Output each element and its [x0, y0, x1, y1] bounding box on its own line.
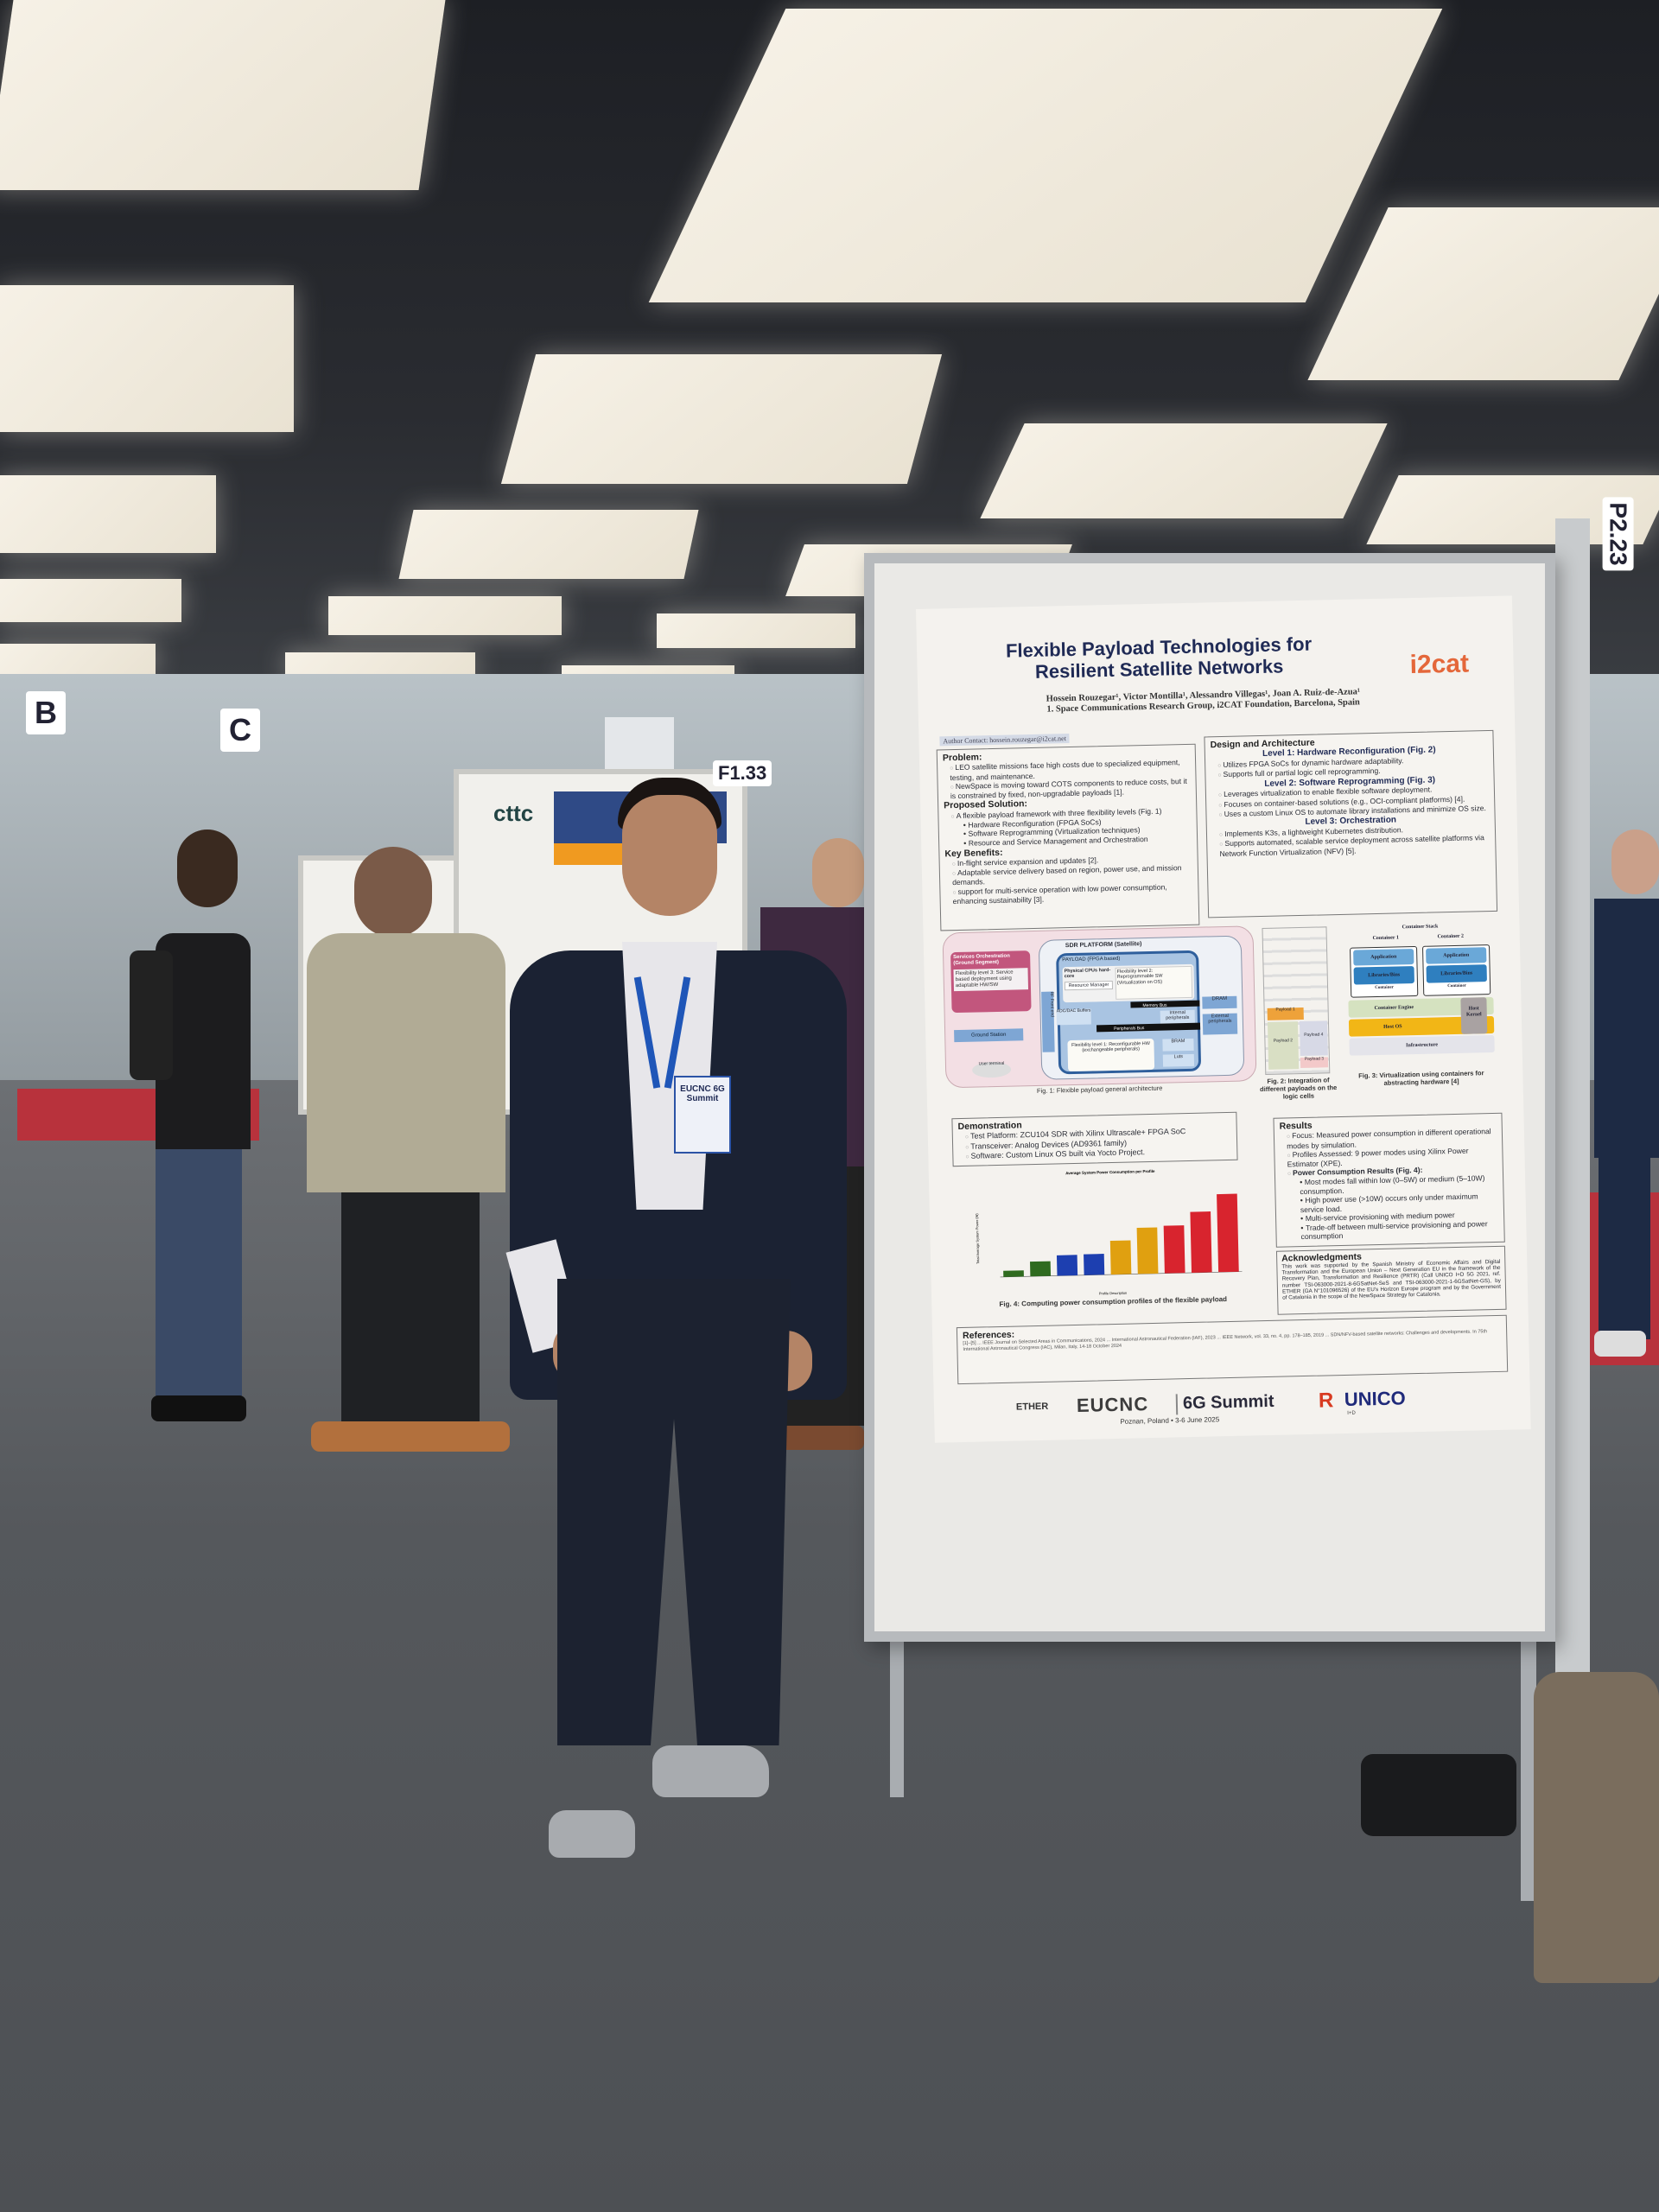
libraries-block: Libraries/Bins: [1353, 966, 1414, 985]
i2cat-logo: i2cat: [1409, 649, 1470, 680]
ceiling-light: [500, 354, 943, 484]
ether-logo: ETHER: [1015, 1401, 1049, 1413]
bar: [1163, 1225, 1185, 1274]
external-peripherals: External peripherals: [1202, 1013, 1238, 1035]
kernel-block: Host Kernel: [1460, 997, 1488, 1034]
cpus-label: Physical CPUs hard-core: [1064, 967, 1111, 980]
references-section: References: [1]–[5] ... IEEE Journal on …: [956, 1314, 1509, 1385]
container2-label: Container 2: [1437, 933, 1465, 940]
ceiling-light: [648, 9, 1443, 302]
ceiling-light: [0, 644, 156, 674]
person-curly-hair: [130, 830, 276, 1434]
infra-block: Infrastructure: [1349, 1034, 1495, 1056]
application-block: Application: [1353, 949, 1414, 966]
presenter: EUCNC 6G Summit: [501, 778, 864, 1953]
ceiling-light: [980, 423, 1388, 518]
ceiling-light: [0, 285, 294, 432]
ground-station: Ground Station: [954, 1028, 1024, 1043]
ceiling-light: [0, 579, 181, 622]
problem-section: Problem: LEO satellite missions face hig…: [936, 743, 1200, 931]
ceiling-light: [0, 0, 446, 190]
cttc-logo: cttc: [493, 800, 534, 826]
ceiling-light: [0, 475, 216, 553]
acknowledgments-text: This work was supported by the Spanish M…: [1281, 1259, 1502, 1301]
orchestration-box: Services Orchestration (Ground Segment) F…: [950, 950, 1032, 1014]
user-terminal: User terminal: [971, 1061, 1012, 1078]
name-badge: EUCNC 6G Summit: [674, 1076, 731, 1154]
demonstration-section: Demonstration Test Platform: ZCU104 SDR …: [951, 1111, 1238, 1167]
bram-box: BRAM: [1162, 1038, 1194, 1052]
board-leg: [1521, 1624, 1536, 1901]
bar: [1109, 1240, 1132, 1275]
sign-b: B: [26, 691, 66, 734]
rf-front-end: RF Front end: [1041, 991, 1055, 1052]
flex2-box: Flexibility level 2: Reprogrammable SW (…: [1115, 965, 1193, 1000]
bar: [1084, 1254, 1105, 1275]
6g-summit-logo: 6G Summit: [1175, 1391, 1274, 1414]
payload-block: Payload 1: [1267, 1007, 1304, 1020]
libraries-block: Libraries/Bins: [1426, 964, 1487, 983]
bar: [1217, 1193, 1239, 1273]
sign-c: C: [220, 709, 260, 752]
left-sneaker: [549, 1810, 635, 1858]
ceiling-light: [328, 596, 562, 635]
tr-logo: R: [1318, 1389, 1334, 1413]
bar: [1003, 1270, 1024, 1277]
payload-block: Payload 4: [1299, 1020, 1328, 1057]
board-number: F1.33: [713, 760, 772, 786]
person-grey-jacket: [307, 847, 531, 1469]
flex3-box: Flexibility level 3: Service based deplo…: [953, 968, 1029, 992]
stack-title: Container Stack: [1402, 924, 1439, 931]
application-block: Application: [1426, 947, 1487, 964]
resource-manager-box: Resource Manager: [1064, 980, 1114, 991]
bar: [1136, 1227, 1159, 1274]
board-leg: [890, 1624, 904, 1797]
unico-logo: UNICO: [1344, 1387, 1407, 1410]
payload-block: Payload 3: [1300, 1056, 1329, 1069]
poster-authors: Hossein Rouzegar¹, Victor Montilla¹, Ale…: [1004, 686, 1402, 716]
person-right-edge: [1594, 830, 1659, 1382]
chart-title: Average System Power Consumption per Pro…: [1065, 1169, 1155, 1175]
board-side-panel: [1555, 518, 1590, 1901]
payload-block: Payload 2: [1267, 1021, 1300, 1070]
ceiling-light: [398, 510, 699, 579]
architecture-diagram: Services Orchestration (Ground Segment) F…: [942, 925, 1257, 1089]
fpga-logic-diagram: Payload 1 Payload 2 Payload 3 Payload 4: [1262, 926, 1331, 1075]
dram-box: DRAM: [1202, 995, 1237, 1009]
research-poster: Flexible Payload Technologies for Resili…: [916, 595, 1531, 1443]
ceiling-light: [657, 613, 855, 648]
results-section: Results Focus: Measured power consumptio…: [1273, 1112, 1505, 1248]
fig2-caption: Fig. 2: Integration of different payload…: [1260, 1076, 1338, 1101]
face: [622, 795, 717, 916]
author-contact: Author Contact: hossein.rouzegar@i2cat.n…: [939, 734, 1071, 747]
flex1-box: Flexibility level 1: Reconfigurable HW (…: [1067, 1038, 1155, 1072]
chart-ylabel: Total Average System Power (W): [975, 1213, 980, 1264]
bar: [1056, 1255, 1078, 1276]
bar: [1030, 1261, 1052, 1277]
backpack: [1534, 1672, 1659, 1983]
container-stack-diagram: Container Stack Container 1 Container 2 …: [1342, 923, 1497, 1069]
poster-title: Flexible Payload Technologies for Resili…: [917, 631, 1402, 685]
adc-box: ADC/DAC Buffers: [1056, 1008, 1091, 1026]
eucnc-logo: EUCNC: [1076, 1393, 1149, 1417]
container1-label: Container 1: [1372, 935, 1400, 942]
design-section: Design and Architecture Level 1: Hardwar…: [1204, 729, 1498, 918]
unico-sub: I+D: [1347, 1410, 1356, 1416]
event-location: Poznan, Poland • 3-6 June 2025: [1120, 1415, 1220, 1426]
chart-xlabel: Profile Description: [1099, 1291, 1128, 1296]
board-number: P2.23: [1602, 497, 1634, 571]
fig3-caption: Fig. 3: Virtualization using containers …: [1358, 1069, 1484, 1087]
cpu-box: Physical CPUs hard-core Resource Manager…: [1062, 963, 1195, 1003]
trousers: [557, 1279, 791, 1745]
bar: [1190, 1211, 1212, 1273]
acknowledgments-section: Acknowledgments This work was supported …: [1275, 1245, 1507, 1315]
payload-box: PAYLOAD (FPGA based) Physical CPUs hard-…: [1056, 950, 1202, 1075]
column: [605, 717, 674, 769]
right-sneaker: [652, 1745, 769, 1797]
ceiling-light: [1307, 207, 1659, 380]
luts-box: Luts: [1162, 1053, 1195, 1067]
power-bar-chart: Average System Power Consumption per Pro…: [975, 1169, 1243, 1296]
camera-bag: [1361, 1754, 1516, 1836]
sponsor-logos: ETHER EUCNC 6G Summit Poznan, Poland • 3…: [934, 1377, 1531, 1434]
